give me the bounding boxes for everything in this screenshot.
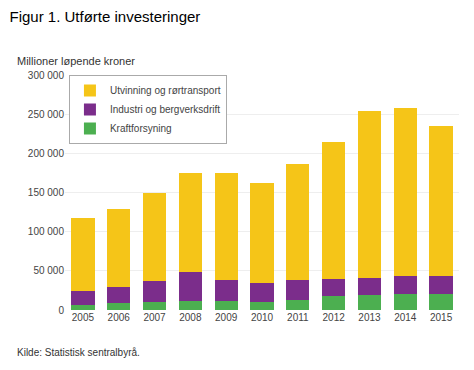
svg-text:2010: 2010 <box>251 312 274 323</box>
svg-text:2011: 2011 <box>287 312 309 323</box>
svg-text:300 000: 300 000 <box>28 70 65 81</box>
svg-text:100 000: 100 000 <box>28 226 65 237</box>
svg-text:2015: 2015 <box>430 312 453 323</box>
svg-text:2014: 2014 <box>394 312 417 323</box>
svg-text:Figur 1. Utførte investeringer: Figur 1. Utførte investeringer <box>9 8 200 25</box>
svg-text:250 000: 250 000 <box>28 109 65 120</box>
svg-text:Utvinning og rørtransport: Utvinning og rørtransport <box>110 85 221 96</box>
svg-text:2006: 2006 <box>108 312 131 323</box>
svg-text:200 000: 200 000 <box>28 148 65 159</box>
svg-text:2013: 2013 <box>358 312 381 323</box>
svg-text:Industri og bergverksdrift: Industri og bergverksdrift <box>110 104 220 115</box>
svg-text:2005: 2005 <box>72 312 95 323</box>
svg-text:Millioner løpende kroner: Millioner løpende kroner <box>17 55 135 67</box>
svg-text:2008: 2008 <box>179 312 202 323</box>
svg-text:2012: 2012 <box>323 312 346 323</box>
svg-text:150 000: 150 000 <box>28 187 65 198</box>
svg-text:50 000: 50 000 <box>33 265 64 276</box>
svg-text:2009: 2009 <box>215 312 238 323</box>
svg-text:Kraftforsyning: Kraftforsyning <box>110 123 172 134</box>
svg-text:Kilde: Statistisk sentralbyrå.: Kilde: Statistisk sentralbyrå. <box>17 347 140 358</box>
svg-text:2007: 2007 <box>143 312 166 323</box>
svg-text:0: 0 <box>58 305 64 316</box>
